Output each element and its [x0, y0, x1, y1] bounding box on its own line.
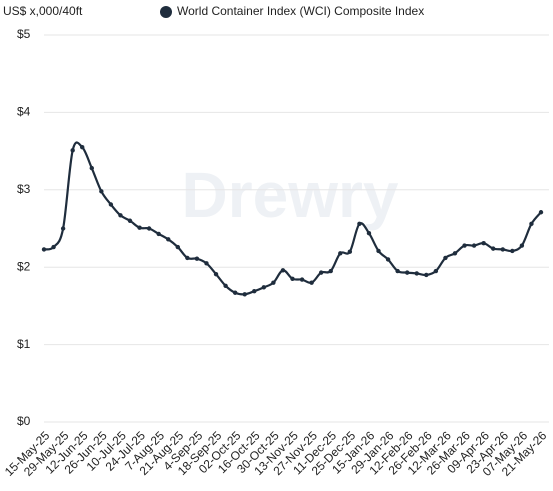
- data-point: [318, 270, 324, 275]
- data-point: [529, 221, 534, 227]
- data-point: [185, 255, 190, 261]
- y-tick-label: $4: [17, 105, 31, 119]
- data-point: [519, 243, 525, 248]
- y-tick-label: $3: [17, 182, 31, 196]
- y-tick-label: $5: [17, 27, 31, 41]
- data-point: [252, 288, 257, 294]
- data-point: [433, 268, 439, 274]
- data-point: [99, 189, 104, 194]
- data-point: [261, 285, 267, 290]
- y-tick-label: $0: [17, 414, 31, 428]
- data-point: [385, 257, 391, 262]
- data-point: [404, 270, 410, 275]
- data-point: [137, 225, 142, 230]
- data-point: [70, 148, 75, 153]
- data-point: [194, 256, 200, 261]
- data-point: [491, 246, 496, 251]
- data-point: [223, 283, 228, 288]
- data-point: [443, 255, 448, 261]
- data-point: [213, 271, 219, 277]
- legend-label: World Container Index (WCI) Composite In…: [177, 4, 424, 18]
- data-point: [538, 210, 544, 215]
- data-point: [328, 268, 333, 274]
- y-tick-label: $2: [17, 259, 31, 273]
- legend-marker: [160, 6, 172, 18]
- data-point: [395, 268, 400, 274]
- data-point: [452, 251, 458, 256]
- data-point: [118, 213, 123, 218]
- data-point: [510, 248, 515, 254]
- data-point: [204, 261, 209, 266]
- data-point: [357, 221, 362, 227]
- data-point: [376, 248, 381, 254]
- data-point: [309, 280, 314, 285]
- data-point: [242, 292, 247, 297]
- data-point: [471, 243, 477, 248]
- data-point: [166, 237, 171, 242]
- data-point: [414, 271, 419, 276]
- data-point: [41, 247, 47, 252]
- data-point: [156, 231, 161, 237]
- data-point: [271, 280, 276, 285]
- data-point: [51, 244, 56, 250]
- watermark: Drewry: [182, 159, 399, 231]
- data-point: [232, 290, 238, 295]
- data-point: [424, 272, 429, 278]
- data-point: [347, 249, 353, 254]
- data-point: [500, 247, 505, 252]
- data-point: [175, 244, 181, 250]
- data-point: [127, 218, 133, 223]
- data-point: [146, 226, 152, 231]
- data-point: [80, 145, 85, 150]
- data-point: [60, 226, 66, 231]
- data-point: [338, 251, 343, 256]
- y-tick-label: $1: [17, 337, 31, 351]
- data-point: [481, 241, 486, 246]
- data-point: [299, 277, 305, 282]
- data-point: [89, 165, 94, 171]
- data-point: [290, 276, 295, 282]
- data-point: [366, 230, 372, 236]
- data-point: [108, 202, 114, 207]
- data-point: [280, 268, 286, 273]
- y-axis-title: US$ x,000/40ft: [3, 4, 83, 18]
- data-point: [462, 243, 467, 248]
